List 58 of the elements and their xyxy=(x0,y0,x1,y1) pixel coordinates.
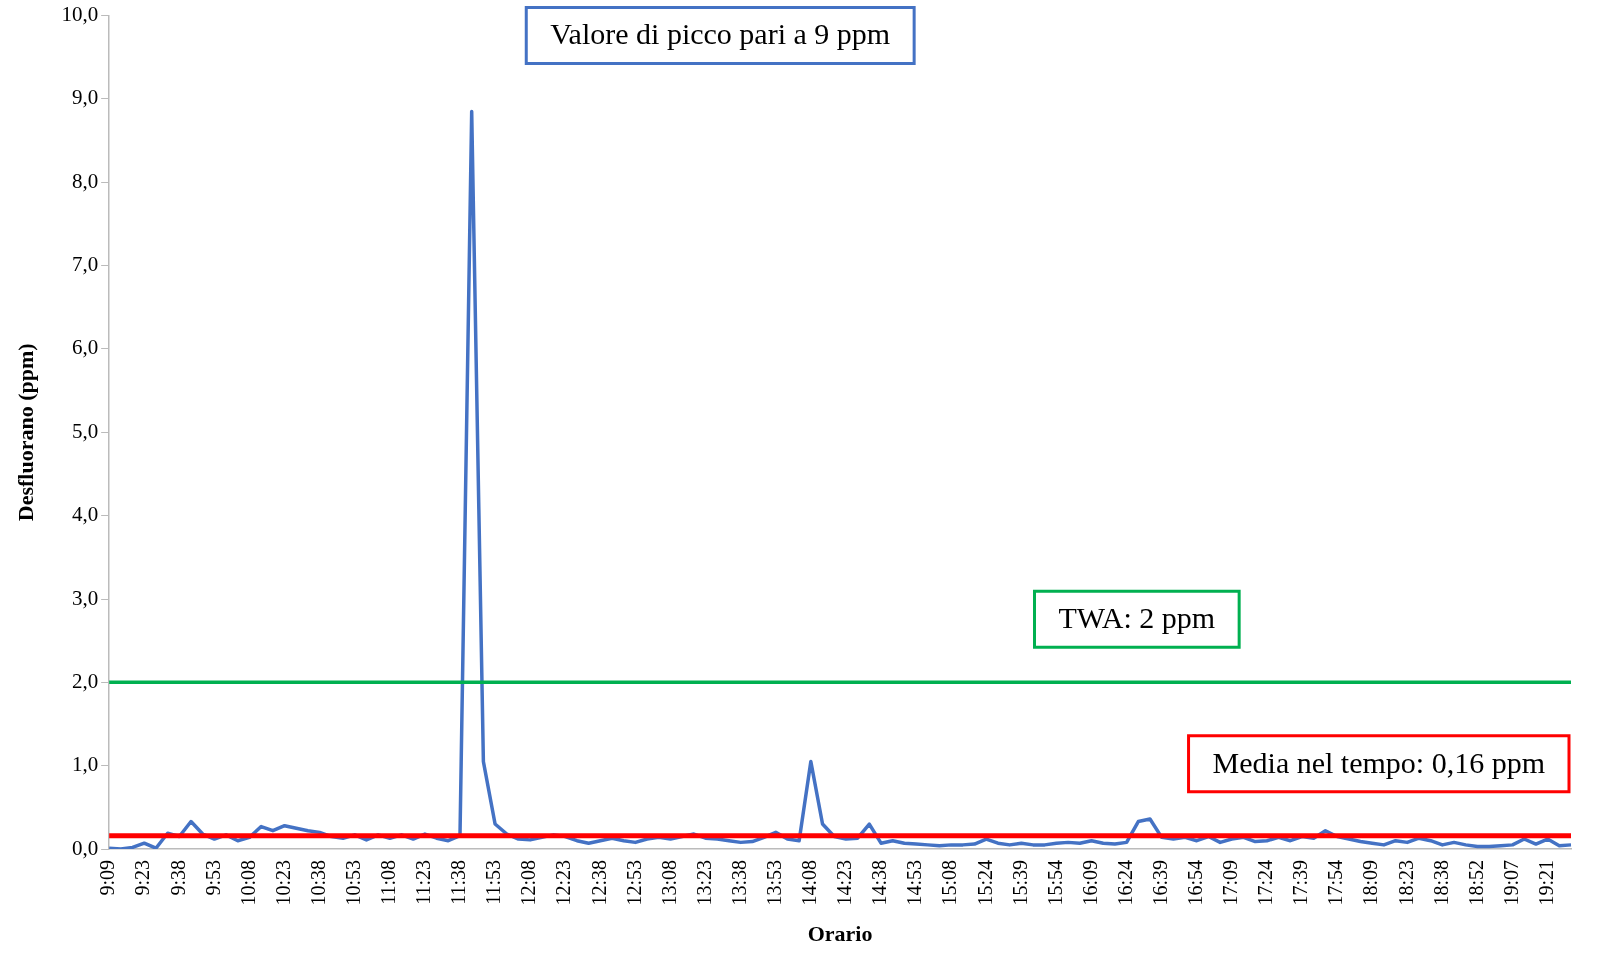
ref-line-label: TWA: 2 ppm xyxy=(1058,601,1216,635)
x-tick-label: 9:38 xyxy=(166,860,189,896)
x-tick-label: 17:09 xyxy=(1219,860,1242,906)
x-tick-label: 15:24 xyxy=(973,860,996,906)
x-tick-label: 13:23 xyxy=(692,860,715,906)
y-tick-label: 0,0 xyxy=(71,835,99,860)
x-tick-label: 9:09 xyxy=(96,860,119,896)
x-tick-label: 17:39 xyxy=(1289,860,1312,906)
x-tick-label: 11:23 xyxy=(412,860,435,905)
x-tick-label: 10:53 xyxy=(341,860,364,906)
y-tick-label: 5,0 xyxy=(71,418,99,443)
x-tick-label: 16:39 xyxy=(1148,860,1171,906)
x-tick-label: 9:53 xyxy=(201,860,224,896)
x-tick-label: 15:54 xyxy=(1043,860,1066,906)
x-tick-label: 15:39 xyxy=(1008,860,1031,906)
annotation: Valore di picco pari a 9 ppm xyxy=(550,17,891,51)
y-tick-label: 3,0 xyxy=(71,585,99,610)
x-tick-label: 12:38 xyxy=(587,860,610,906)
x-tick-label: 12:53 xyxy=(622,860,645,906)
y-tick-label: 1,0 xyxy=(71,752,99,777)
x-tick-label: 19:07 xyxy=(1499,860,1522,906)
y-axis-title: Desfluorano (ppm) xyxy=(12,343,38,522)
x-tick-label: 12:08 xyxy=(517,860,540,906)
y-tick-label: 2,0 xyxy=(71,668,99,693)
x-tick-label: 10:23 xyxy=(271,860,294,906)
x-tick-label: 14:38 xyxy=(868,860,891,906)
x-tick-label: 18:23 xyxy=(1394,860,1417,906)
x-tick-label: 10:08 xyxy=(236,860,259,906)
ref-line-label: Media nel tempo: 0,16 ppm xyxy=(1212,745,1545,779)
x-tick-label: 13:53 xyxy=(763,860,785,906)
x-tick-label: 16:24 xyxy=(1113,860,1136,906)
y-tick-label: 8,0 xyxy=(71,168,99,193)
x-tick-label: 13:08 xyxy=(657,860,680,906)
x-tick-label: 14:23 xyxy=(833,860,856,906)
x-tick-label: 10:38 xyxy=(306,860,329,906)
x-tick-label: 11:38 xyxy=(447,860,470,905)
x-tick-label: 13:38 xyxy=(727,860,750,906)
y-tick-label: 6,0 xyxy=(71,335,99,360)
x-tick-label: 11:08 xyxy=(377,860,400,905)
x-tick-label: 14:53 xyxy=(903,860,926,906)
y-tick-label: 7,0 xyxy=(71,252,99,277)
x-tick-label: 18:09 xyxy=(1359,860,1382,906)
x-tick-label: 17:54 xyxy=(1324,860,1347,906)
x-tick-label: 16:54 xyxy=(1184,860,1207,906)
x-tick-label: 19:21 xyxy=(1534,860,1557,906)
x-tick-label: 18:38 xyxy=(1429,860,1452,906)
x-axis-title: Orario xyxy=(807,921,873,947)
y-tick-label: 10,0 xyxy=(61,2,99,27)
x-tick-label: 16:09 xyxy=(1078,860,1101,906)
x-tick-label: 11:53 xyxy=(482,860,505,905)
x-tick-label: 12:23 xyxy=(552,860,575,906)
y-tick-label: 4,0 xyxy=(71,502,99,527)
x-tick-label: 14:08 xyxy=(798,860,821,906)
x-tick-label: 15:08 xyxy=(938,860,961,906)
y-tick-label: 9,0 xyxy=(71,85,99,110)
x-tick-label: 18:52 xyxy=(1464,860,1487,906)
x-tick-label: 9:23 xyxy=(131,860,154,896)
x-tick-label: 17:24 xyxy=(1254,860,1277,906)
